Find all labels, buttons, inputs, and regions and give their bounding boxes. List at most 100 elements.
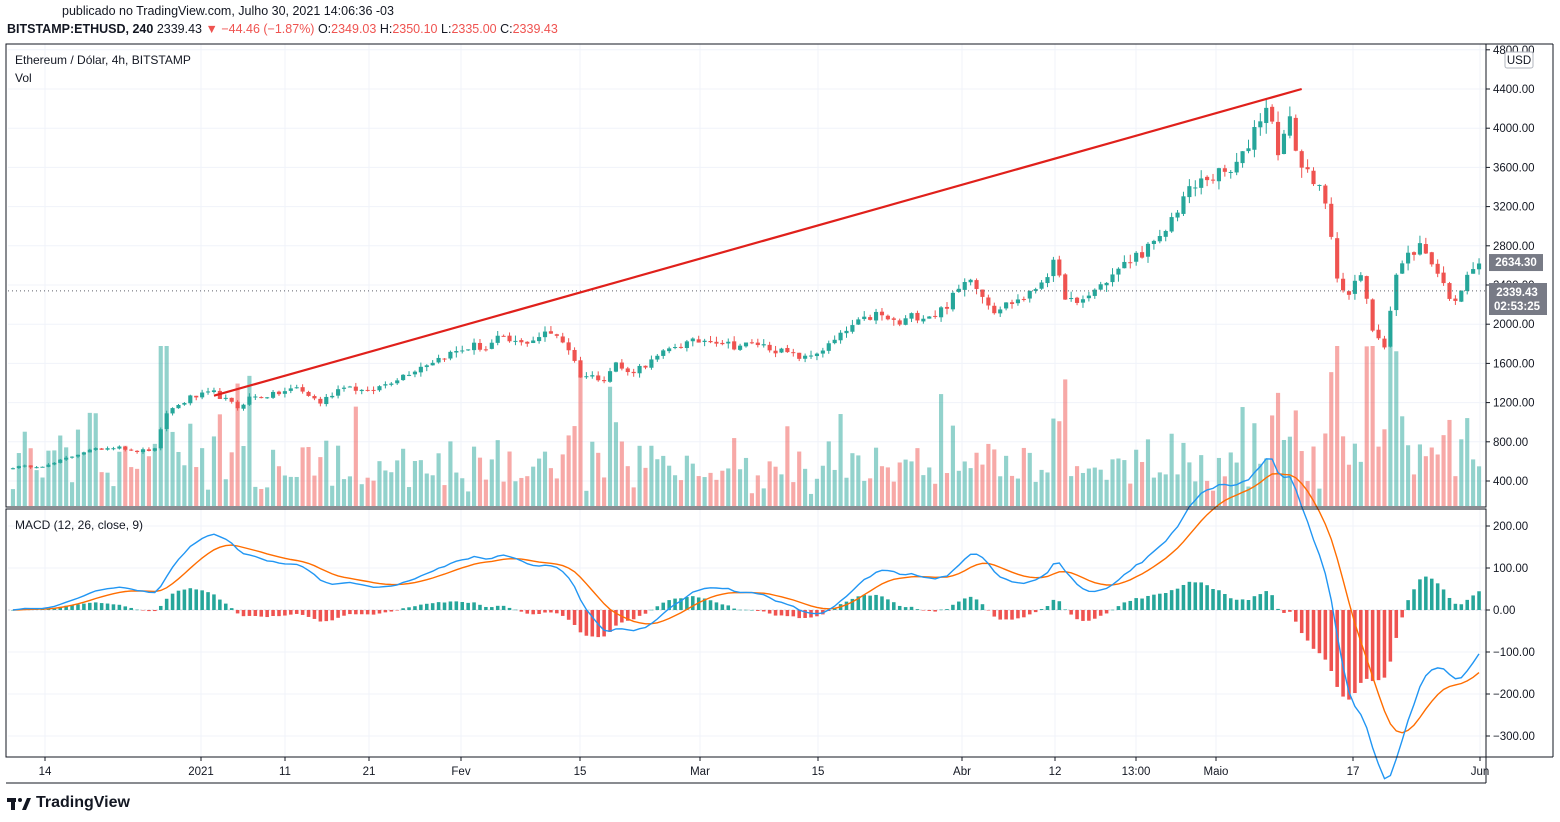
macd-histogram-bar — [584, 610, 589, 636]
volume-bar — [808, 493, 814, 506]
volume-bar — [129, 467, 134, 506]
candle-body — [81, 452, 86, 455]
macd-histogram-bar — [1087, 610, 1091, 621]
candle-body — [135, 450, 140, 453]
macd-histogram-bar — [1412, 589, 1416, 610]
macd-histogram-bar — [11, 610, 15, 611]
macd-histogram-bar — [188, 588, 193, 610]
macd-histogram-bar — [1163, 593, 1168, 610]
macd-histogram-bar — [182, 589, 187, 610]
macd-histogram-bar — [1181, 584, 1186, 610]
macd-histogram-bar — [1370, 610, 1375, 682]
macd-histogram-bar — [354, 610, 358, 615]
candle-body — [383, 384, 388, 386]
candle-body — [1459, 290, 1464, 302]
candle-body — [371, 389, 376, 391]
candle-body — [312, 396, 317, 399]
macd-histogram-bar — [1187, 581, 1192, 610]
volume-bar — [395, 460, 400, 506]
macd-pane[interactable] — [8, 458, 1486, 780]
candle-body — [194, 395, 199, 398]
macd-histogram-bar — [1193, 582, 1198, 610]
trendline-layer[interactable] — [213, 87, 1302, 397]
brand-logo[interactable]: TradingView — [7, 794, 130, 812]
axes: 400.00800.001200.001600.002000.002400.00… — [39, 45, 1535, 778]
candle-body — [542, 331, 548, 338]
candle-body — [643, 365, 648, 368]
macd-histogram-bar — [543, 610, 547, 613]
volume-bar — [950, 425, 955, 506]
volume-bar — [826, 441, 831, 506]
macd-histogram-bar — [691, 596, 695, 610]
volume-bar — [720, 470, 725, 506]
volume-bar — [773, 466, 778, 506]
candle-body — [318, 398, 323, 404]
volume-bar — [170, 431, 175, 506]
volume-bar — [684, 455, 689, 506]
candle-body — [684, 341, 689, 349]
macd-histogram-bar — [1329, 610, 1334, 671]
candle-body — [347, 386, 352, 388]
macd-histogram-bar — [52, 608, 57, 610]
volume-bar — [1051, 418, 1056, 506]
volume-bar — [578, 374, 583, 506]
macd-histogram-bar — [702, 598, 707, 610]
macd-histogram-bar — [773, 610, 778, 616]
candle-body — [75, 454, 81, 457]
candle-body — [1169, 217, 1174, 232]
candle-body — [619, 362, 624, 369]
candle-body — [1240, 151, 1245, 164]
volume-bar — [1128, 483, 1133, 506]
high-value: 2350.10 — [392, 22, 438, 36]
candle-body — [1323, 185, 1328, 204]
candle-body — [519, 340, 524, 343]
volume-bar — [708, 472, 713, 506]
macd-histogram-bar — [419, 604, 423, 610]
volume-bar — [265, 487, 270, 506]
volume-bar — [1435, 454, 1440, 506]
volume-bar — [814, 478, 820, 506]
macd-histogram-bar — [348, 610, 352, 615]
macd-tick-label: 100.00 — [1493, 563, 1528, 575]
macd-histogram-bar — [1152, 594, 1156, 610]
macd-histogram-bar — [767, 610, 772, 614]
candlesticks[interactable] — [8, 97, 1486, 470]
price-tick-label: 3200.00 — [1493, 202, 1535, 214]
volume-bar — [146, 456, 151, 506]
volume-bar — [690, 463, 695, 506]
currency-button[interactable]: USD — [1504, 51, 1534, 69]
candle-body — [962, 282, 967, 290]
candle-body — [1098, 284, 1103, 290]
candle-body — [164, 413, 169, 429]
macd-histogram-bar — [909, 606, 914, 610]
volume-bar — [1222, 476, 1227, 506]
candle-body — [16, 466, 21, 469]
macd-histogram-bar — [158, 605, 163, 610]
volume-bar — [229, 452, 234, 506]
macd-histogram-bar — [1447, 597, 1452, 610]
volume-bar — [992, 449, 997, 506]
candle-body — [1447, 283, 1452, 299]
volume-bar — [188, 423, 193, 506]
candle-body — [182, 402, 187, 405]
price-tick-label: 1600.00 — [1493, 358, 1535, 370]
volume-bar — [282, 475, 287, 506]
volume-bar — [1086, 468, 1091, 506]
candle-body — [933, 315, 938, 317]
price-tick-label: 4400.00 — [1493, 84, 1535, 96]
macd-histogram-bar — [377, 610, 382, 614]
volume-bar — [696, 476, 701, 506]
macd-histogram-bar — [1364, 610, 1369, 679]
candle-body — [1358, 275, 1363, 281]
macd-histogram-bar — [525, 610, 530, 614]
macd-histogram-bar — [1288, 610, 1292, 612]
macd-histogram-bar — [933, 610, 937, 612]
candle-body — [732, 341, 737, 350]
price-tick-label: 400.00 — [1493, 476, 1528, 488]
candle-body — [294, 387, 299, 389]
volume-bar — [903, 459, 908, 506]
candle-body — [755, 342, 760, 346]
volume-bar — [655, 459, 660, 506]
candle-body — [726, 341, 731, 344]
